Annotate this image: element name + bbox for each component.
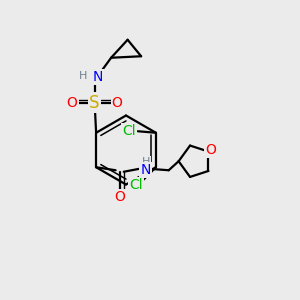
Text: N: N	[140, 163, 151, 177]
Text: Cl: Cl	[122, 124, 136, 138]
Text: O: O	[115, 190, 126, 204]
Text: H: H	[141, 157, 150, 167]
Text: N: N	[92, 70, 103, 84]
Text: O: O	[112, 96, 123, 110]
Text: O: O	[206, 143, 216, 157]
Text: O: O	[67, 96, 78, 110]
Text: S: S	[89, 94, 100, 112]
Text: Cl: Cl	[130, 178, 143, 192]
Text: H: H	[79, 71, 87, 81]
